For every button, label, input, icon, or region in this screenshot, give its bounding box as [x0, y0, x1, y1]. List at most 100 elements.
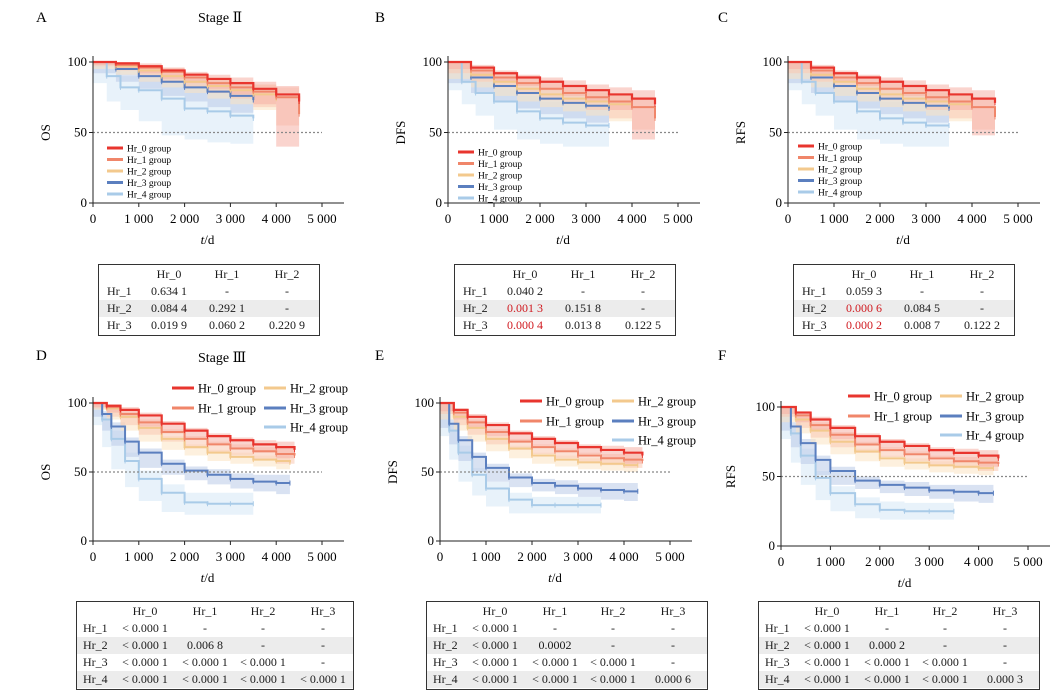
p-value-cell: - [321, 655, 325, 669]
legend-label: Hr_0 group [874, 390, 932, 404]
x-tick-label: 5 000 [663, 211, 692, 226]
ci-band-hr_0-group [788, 62, 995, 136]
p-value-cell: < 0.000 1 [240, 672, 286, 686]
p-value-cell: < 0.000 1 [122, 638, 168, 652]
p-value-cell: - [980, 301, 984, 315]
x-tick-label: 4 000 [957, 211, 986, 226]
ci-band-hr_4-group [93, 403, 254, 515]
p-value-table-A: Hr_0 Hr_1 Hr_2 Hr_1 0.634 1 - - Hr_2 0.084 4 0.29… [98, 264, 320, 336]
ci-band-hr_1-group [440, 403, 643, 468]
p-value-cell: < 0.000 1 [182, 655, 228, 669]
x-tick-label: 5 000 [1013, 554, 1042, 569]
legend-label: Hr_2 group [478, 172, 522, 182]
p-value-cell: - [671, 655, 675, 669]
p-value-cell-significant: 0.000 4 [507, 318, 543, 332]
p-value-cell: - [225, 284, 229, 298]
p-value-cell: < 0.000 1 [864, 672, 910, 686]
legend-label: Hr_1 group [198, 402, 256, 416]
stage-title: Stage Ⅱ [198, 11, 242, 26]
x-tick-label: 0 [785, 211, 792, 226]
p-value-cell: - [203, 621, 207, 635]
ci-band-hr_0-group [781, 407, 999, 467]
table-column-header: Hr_2 [932, 604, 958, 618]
x-tick-label: 3 000 [563, 549, 592, 564]
survival-curve-hr_4-group [440, 402, 601, 507]
p-value-cell: - [671, 638, 675, 652]
x-axis-label: t/d [201, 232, 215, 247]
p-value-cell: < 0.000 1 [804, 655, 850, 669]
table-column-header: Hr_2 [969, 267, 995, 281]
p-value-cell: 0.013 8 [565, 318, 601, 332]
y-tick-label: 0 [436, 195, 443, 210]
table-row: Hr_3 < 0.000 1 < 0.000 1 < 0.000 1 - [427, 654, 707, 671]
legend-label: Hr_3 group [290, 402, 348, 416]
legend-label: Hr_3 group [478, 183, 522, 193]
legend-label: Hr_4 group [127, 191, 171, 201]
x-tick-label: 2 000 [517, 549, 546, 564]
p-value-cell-significant: 0.000 6 [846, 301, 882, 315]
ci-band-hr_4-group [93, 62, 254, 144]
legend-label: Hr_4 group [478, 195, 522, 205]
legend-label: Hr_4 group [290, 421, 348, 435]
ci-band-hr_1-group [781, 407, 999, 471]
table-column-header: Hr_1 [542, 604, 568, 618]
panel-letter: A [36, 10, 47, 26]
panel-F: F 0 50 100 0 1 000 2 000 3 000 4 000 5 000 t/d RFS H… [718, 348, 1050, 590]
x-tick-label: 5 000 [655, 549, 684, 564]
survival-curve-hr_4-group [448, 61, 609, 127]
survival-curve-hr_4-group [788, 61, 949, 127]
table-row-label: Hr_2 [765, 638, 790, 652]
panel-C: C 0 50 100 0 1 000 2 000 3 000 4 000 5 000 t/d RFS H… [718, 10, 1040, 247]
y-tick-label: 100 [423, 54, 443, 69]
table-row-label: Hr_3 [802, 318, 827, 332]
x-tick-label: 0 [90, 211, 97, 226]
table-row: Hr_2 < 0.000 1 0.006 8 - - [77, 637, 353, 654]
p-value-cell: 0.122 2 [964, 318, 1000, 332]
table-row: Hr_4 < 0.000 1 < 0.000 1 < 0.000 1 0.000 3 [759, 671, 1039, 688]
table-row-label: Hr_1 [107, 284, 132, 298]
table-row-label: Hr_1 [765, 621, 790, 635]
table-column-header: Hr_0 [851, 267, 877, 281]
p-value-cell: < 0.000 1 [804, 638, 850, 652]
y-tick-label: 0 [776, 195, 783, 210]
legend-label: Hr_4 group [818, 189, 862, 199]
x-tick-label: 2 000 [525, 211, 554, 226]
p-value-cell: - [943, 638, 947, 652]
stage-title: Stage Ⅲ [198, 351, 246, 366]
p-value-cell: < 0.000 1 [804, 672, 850, 686]
y-axis-label: DFS [385, 460, 400, 484]
panel-D: D Stage Ⅲ 0 50 100 0 1 000 2 000 3 000 4 000 5 000… [36, 348, 348, 585]
table-column-header: Hr_3 [310, 604, 336, 618]
table-column-header: Hr_0 [814, 604, 840, 618]
ci-band-hr_4-group [440, 403, 601, 514]
p-value-cell: - [943, 621, 947, 635]
table-column-header: Hr_0 [482, 604, 508, 618]
x-tick-label: 1 000 [816, 554, 845, 569]
table-row: Hr_4 < 0.000 1 < 0.000 1 < 0.000 1 0.000 6 [427, 671, 707, 688]
table-header-row: Hr_0 Hr_1 Hr_2 [455, 266, 675, 283]
table-column-header: Hr_1 [570, 267, 596, 281]
panel-letter: C [718, 10, 728, 26]
p-value-cell: < 0.000 1 [472, 621, 518, 635]
p-value-cell: - [1003, 655, 1007, 669]
p-value-cell: < 0.000 1 [300, 672, 346, 686]
table-row-label: Hr_2 [107, 301, 132, 315]
ci-band-hr_3-group [440, 403, 638, 501]
p-value-cell: 0.122 5 [625, 318, 661, 332]
p-value-cell: < 0.000 1 [182, 672, 228, 686]
p-value-cell: < 0.000 1 [864, 655, 910, 669]
y-tick-label: 100 [415, 395, 435, 410]
panel-letter: B [375, 10, 385, 26]
legend-label: Hr_1 group [546, 415, 604, 429]
y-tick-label: 0 [81, 195, 88, 210]
legend-label: Hr_3 group [966, 410, 1024, 424]
table-row: Hr_1 < 0.000 1 - - - [759, 620, 1039, 637]
table-row-label: Hr_1 [463, 284, 488, 298]
panel-B: B 0 50 100 0 1 000 2 000 3 000 4 000 5 000 t/d DFS H… [375, 10, 700, 247]
legend-label: Hr_0 group [478, 149, 522, 159]
x-tick-label: 3 000 [216, 549, 245, 564]
y-axis-label: OS [38, 464, 53, 481]
p-value-cell: < 0.000 1 [240, 655, 286, 669]
p-value-table-F: Hr_0 Hr_1 Hr_2 Hr_3 Hr_1 < 0.000 1 - - - Hr_2 < 0.… [758, 601, 1040, 690]
p-value-cell: 0.151 8 [565, 301, 601, 315]
